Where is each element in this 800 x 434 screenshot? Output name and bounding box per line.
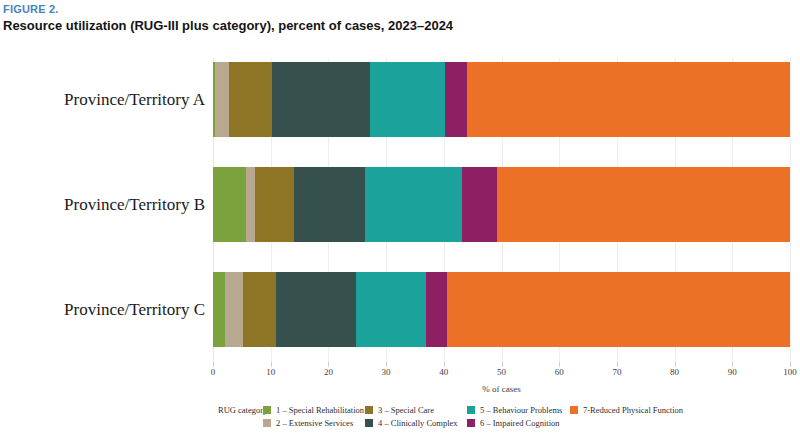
- legend-swatch: [263, 406, 271, 414]
- x-axis-tick-label: 0: [198, 367, 228, 377]
- category-label: Province/Territory B: [0, 167, 205, 242]
- legend-item: 1 – Special Rehabilitation: [263, 403, 364, 416]
- category-label: Province/Territory A: [0, 62, 205, 137]
- gridline: [790, 58, 791, 362]
- category-label: Province/Territory C: [0, 272, 205, 347]
- x-axis-tick-label: 20: [313, 367, 343, 377]
- bar-segment: [294, 167, 366, 242]
- bar-segment: [243, 272, 276, 347]
- legend-item: 3 – Special Care: [365, 403, 458, 416]
- legend-column: 5 – Behaviour Problems 6 – Impaired Cogni…: [467, 403, 562, 429]
- bar-segment: [276, 272, 356, 347]
- bar-segment: [467, 62, 790, 137]
- legend-swatch: [365, 406, 373, 414]
- legend-item-label: 2 – Extensive Services: [276, 418, 353, 428]
- x-axis-tick-label: 60: [544, 367, 574, 377]
- bar-segment: [356, 272, 426, 347]
- figure-number-label: FIGURE 2.: [3, 3, 453, 15]
- x-axis-tick-label: 30: [371, 367, 401, 377]
- legend-swatch: [467, 419, 475, 427]
- bar-segment: [447, 272, 790, 347]
- bar-segment: [462, 167, 497, 242]
- bar-segment: [272, 62, 370, 137]
- plot-area: [213, 58, 790, 362]
- chart-title: Resource utilization (RUG-III plus categ…: [3, 18, 453, 33]
- bar-segment: [370, 62, 444, 137]
- x-axis-tick-label: 50: [487, 367, 517, 377]
- bar-segment: [215, 62, 229, 137]
- bar-segment: [213, 272, 225, 347]
- bar-segment: [497, 167, 790, 242]
- x-axis-tick-label: 10: [256, 367, 286, 377]
- bar-row: [213, 62, 790, 137]
- legend-item-label: 6 – Impaired Cognition: [480, 418, 560, 428]
- legend-swatch: [365, 419, 373, 427]
- bar-segment: [255, 167, 294, 242]
- bar-segment: [445, 62, 467, 137]
- legend-column: 1 – Special Rehabilitation 2 – Extensive …: [263, 403, 364, 429]
- bar-segment: [225, 272, 243, 347]
- x-axis-tick-label: 80: [660, 367, 690, 377]
- legend-swatch: [570, 406, 578, 414]
- legend-item-label: 4 – Clinically Complex: [378, 418, 458, 428]
- legend-item: 5 – Behaviour Problems: [467, 403, 562, 416]
- legend-item-label: 1 – Special Rehabilitation: [276, 405, 364, 415]
- legend-column: 7-Reduced Physical Function: [570, 403, 683, 416]
- bar-segment: [213, 167, 246, 242]
- figure-header: FIGURE 2. Resource utilization (RUG-III …: [3, 3, 453, 33]
- bar-segment: [246, 167, 254, 242]
- legend-column: 3 – Special Care 4 – Clinically Complex: [365, 403, 458, 429]
- bar-segment: [365, 167, 462, 242]
- legend-item-label: 3 – Special Care: [378, 405, 434, 415]
- bar-segment: [426, 272, 447, 347]
- legend-item: 4 – Clinically Complex: [365, 416, 458, 429]
- legend-item-label: 7-Reduced Physical Function: [583, 405, 683, 415]
- legend: RUG category 1 – Special Rehabilitation 2…: [218, 403, 788, 431]
- figure-canvas: FIGURE 2. Resource utilization (RUG-III …: [0, 0, 800, 434]
- legend-item: 7-Reduced Physical Function: [570, 403, 683, 416]
- x-axis-label: % of cases: [213, 384, 790, 394]
- legend-item: 6 – Impaired Cognition: [467, 416, 562, 429]
- x-axis-tick-label: 70: [602, 367, 632, 377]
- legend-title: RUG category: [218, 403, 267, 416]
- x-axis-tick-label: 40: [429, 367, 459, 377]
- bar-segment: [229, 62, 272, 137]
- legend-item: 2 – Extensive Services: [263, 416, 364, 429]
- bar-row: [213, 167, 790, 242]
- bar-row: [213, 272, 790, 347]
- x-axis-tick-label: 100: [775, 367, 800, 377]
- legend-swatch: [263, 419, 271, 427]
- x-axis-tick-label: 90: [717, 367, 747, 377]
- legend-item-label: 5 – Behaviour Problems: [480, 405, 562, 415]
- legend-swatch: [467, 406, 475, 414]
